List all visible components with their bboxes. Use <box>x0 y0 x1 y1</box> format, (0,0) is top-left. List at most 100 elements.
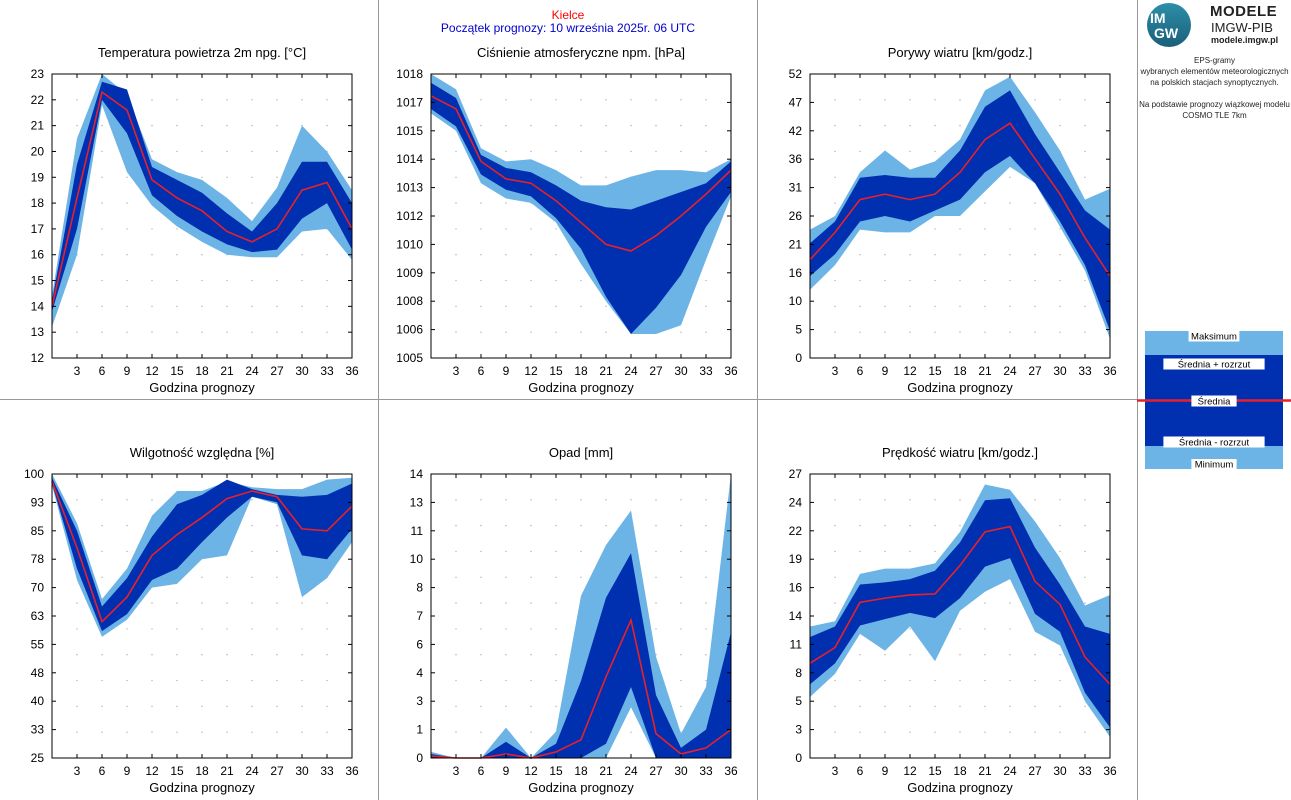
description-line: wybranych elementów meteorologicznych <box>1140 67 1289 76</box>
grid-dot <box>959 524 961 527</box>
grid-dot <box>301 654 303 656</box>
x-tick-label: 33 <box>1078 764 1092 778</box>
grid-dot <box>251 305 253 308</box>
x-tick-label: 18 <box>953 764 967 778</box>
grid-dot <box>680 731 682 733</box>
grid-dot <box>480 228 482 230</box>
chart-title: Porywy wiatru [km/godz.] <box>888 45 1033 60</box>
grid-dot <box>909 654 911 656</box>
grid-dot <box>1034 228 1036 230</box>
grid-dot <box>505 305 507 308</box>
grid-dot <box>680 331 682 333</box>
grid-dot <box>680 150 682 153</box>
y-tick-label: 8 <box>416 581 423 595</box>
grid-dot <box>1059 254 1061 256</box>
grid-dot <box>201 628 203 630</box>
grid-dot <box>555 254 557 256</box>
grid-dot <box>934 331 936 333</box>
legend-label-bg <box>1163 358 1265 370</box>
grid-dot <box>859 150 861 153</box>
grid-dot <box>834 279 836 282</box>
grid-dot <box>455 524 457 527</box>
grid-dot <box>201 99 203 101</box>
grid-dot <box>480 124 482 127</box>
grid-dot <box>1034 731 1036 733</box>
grid-dot <box>151 124 153 127</box>
x-tick-label: 9 <box>882 364 889 378</box>
grid-dot <box>530 550 532 553</box>
grid-dot <box>480 654 482 656</box>
grid-dot <box>555 331 557 333</box>
grid-dot <box>76 499 78 501</box>
grid-dot <box>1084 576 1086 578</box>
grid-dot <box>834 550 836 553</box>
grid-dot <box>1059 654 1061 656</box>
grid-dot <box>276 602 278 604</box>
y-tick-label: 13 <box>31 325 45 339</box>
grid-dot <box>555 150 557 153</box>
legend-label-bg <box>1188 330 1240 342</box>
grid-dot <box>934 705 936 708</box>
y-tick-label: 0 <box>416 751 423 765</box>
grid-dot <box>834 124 836 127</box>
x-tick-label: 6 <box>478 364 485 378</box>
grid-dot <box>1034 331 1036 333</box>
grid-dot <box>276 524 278 527</box>
grid-dot <box>1059 331 1061 333</box>
grid-dot <box>101 524 103 527</box>
grid-dot <box>605 124 607 127</box>
grid-dot <box>555 679 557 682</box>
grid-dot <box>455 628 457 630</box>
grid-dot <box>1084 524 1086 527</box>
grid-dot <box>1059 124 1061 127</box>
y-tick-label: 70 <box>31 581 45 595</box>
grid-dot <box>909 305 911 308</box>
grid-dot <box>76 279 78 282</box>
grid-dot <box>1009 254 1011 256</box>
grid-dot <box>101 305 103 308</box>
grid-dot <box>934 524 936 527</box>
y-tick-label: 85 <box>31 524 45 538</box>
y-tick-label: 5 <box>795 694 802 708</box>
x-tick-label: 21 <box>599 364 613 378</box>
grid-dot <box>834 99 836 101</box>
grid-dot <box>326 654 328 656</box>
y-tick-label: 42 <box>789 124 803 138</box>
grid-dot <box>630 731 632 733</box>
y-tick-label: 21 <box>31 119 45 133</box>
x-tick-label: 6 <box>857 764 864 778</box>
x-tick-label: 6 <box>478 764 485 778</box>
grid-dot <box>326 124 328 127</box>
grid-dot <box>909 731 911 733</box>
x-tick-label: 33 <box>1078 364 1092 378</box>
grid-dot <box>505 602 507 604</box>
chart-title: Ciśnienie atmosferyczne npm. [hPa] <box>477 45 685 60</box>
grid-dot <box>201 124 203 127</box>
grid-dot <box>1059 679 1061 682</box>
grid-dot <box>655 124 657 127</box>
grid-dot <box>1084 550 1086 553</box>
y-tick-label: 48 <box>31 666 45 680</box>
grid-dot <box>834 679 836 682</box>
grid-dot <box>505 279 507 282</box>
x-tick-label: 12 <box>145 364 159 378</box>
grid-dot <box>251 628 253 630</box>
grid-dot <box>1034 705 1036 708</box>
legend-label: Maksimum <box>1191 332 1237 343</box>
band-mean-spread <box>52 81 352 312</box>
grid-dot <box>480 279 482 282</box>
grid-dot <box>834 176 836 178</box>
grid-dot <box>555 654 557 656</box>
grid-dot <box>301 602 303 604</box>
grid-dot <box>176 305 178 308</box>
grid-dot <box>326 279 328 282</box>
grid-dot <box>276 628 278 630</box>
grid-dot <box>859 331 861 333</box>
x-tick-label: 36 <box>724 764 738 778</box>
grid-dot <box>455 202 457 204</box>
grid-dot <box>101 254 103 256</box>
x-tick-label: 21 <box>978 364 992 378</box>
grid-dot <box>101 279 103 282</box>
grid-dot <box>226 679 228 682</box>
grid-dot <box>276 679 278 682</box>
